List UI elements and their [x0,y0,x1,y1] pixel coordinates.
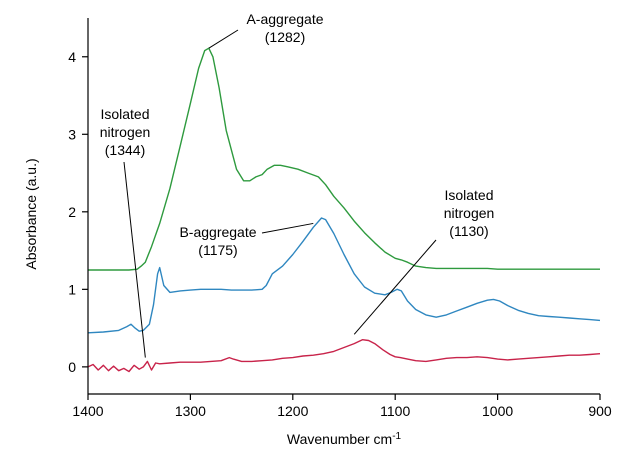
x-tick-label: 1100 [380,403,410,419]
annotation-b-aggregate: B-aggregate (1175) [179,222,314,258]
annotation-text: nitrogen [100,124,151,140]
x-axis-title-superscript: -1 [392,431,401,442]
annotation-isolated-nitrogen-1344: Isolated nitrogen (1344) [100,106,151,358]
y-tick-label: 1 [68,281,76,297]
y-tick-label: 0 [68,359,76,375]
annotations-layer: A-aggregate (1282) B-aggregate (1175) Isolat… [100,11,495,358]
x-tick-label: 900 [588,403,612,419]
x-axis-title: Wavenumber cm-1 [287,431,402,447]
annotation-isolated-nitrogen-1130: Isolated nitrogen (1130) [353,187,495,335]
annotation-text: (1282) [265,29,305,45]
ticks-layer: 1400 1300 1200 1100 1000 900 0 1 2 3 4 [68,49,612,419]
x-tick-label: 1000 [482,403,513,419]
x-axis-title-text: Wavenumber cm [287,431,392,447]
x-tick-label: 1300 [175,403,206,419]
annotation-text: B-aggregate [179,224,256,240]
series-line-1 [88,47,600,271]
annotation-leader [208,29,239,49]
annotation-text: Isolated [444,187,493,203]
axes-layer [87,18,600,395]
y-axis-title: Absorbance (a.u.) [23,158,39,269]
annotation-text: A-aggregate [246,11,323,27]
annotation-text: (1175) [198,242,237,258]
annotation-text: nitrogen [444,205,495,221]
x-tick-label: 1200 [277,403,308,419]
annotation-leader [261,222,314,234]
series-layer [87,47,601,373]
annotation-a-aggregate: A-aggregate (1282) [208,11,324,49]
series-line-2 [87,217,601,334]
annotation-leader [123,161,146,358]
y-tick-label: 4 [68,49,76,65]
series-line-3 [87,339,601,373]
annotation-text: Isolated [100,106,149,122]
annotation-text: (1344) [105,142,145,158]
x-tick-label: 1400 [72,403,103,419]
annotation-leader [353,239,437,335]
y-tick-label: 3 [68,126,76,142]
y-tick-label: 2 [68,204,76,220]
annotation-text: (1130) [449,223,488,239]
